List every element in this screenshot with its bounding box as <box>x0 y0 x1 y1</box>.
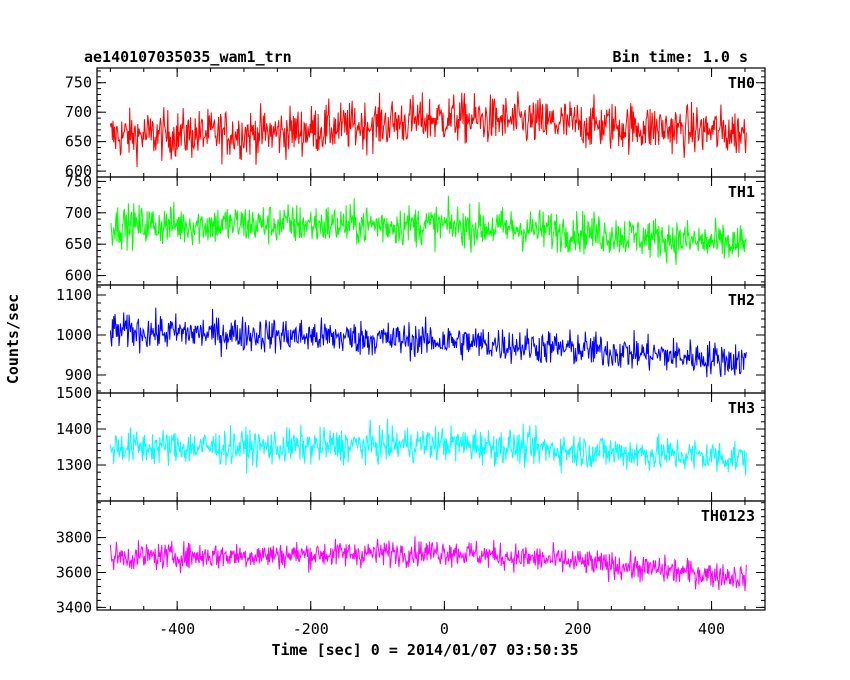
x-tick-label: 400 <box>698 620 725 638</box>
x-tick-label: -200 <box>293 620 329 638</box>
series-line-th0123 <box>109 536 747 592</box>
y-axis-label: Counts/sec <box>4 294 22 384</box>
series-line-th0 <box>109 91 747 168</box>
y-tick-label: 650 <box>65 133 92 151</box>
y-tick-label: 700 <box>65 204 92 222</box>
y-tick-label: 750 <box>65 74 92 92</box>
panel-frame <box>96 500 766 611</box>
panel-th0123: 3400 3600 3800 TH0123 <box>56 500 766 616</box>
x-axis-label: Time [sec] 0 = 2014/01/07 03:50:35 <box>271 641 578 659</box>
y-tick-label: 900 <box>65 366 92 384</box>
y-tick-label: 3800 <box>56 529 92 547</box>
panel-th0: 600 650 700 750 TH0 <box>65 67 766 180</box>
panel-label-th0123: TH0123 <box>701 507 755 525</box>
y-tick-label: 700 <box>65 103 92 121</box>
panel-frame <box>96 176 766 286</box>
panel-th1: 600 650 700 750 TH1 <box>65 172 766 286</box>
x-tick-label: 0 <box>440 620 449 638</box>
y-tick-label: 3400 <box>56 598 92 616</box>
bin-time-label: Bin time: 1.0 s <box>613 48 748 66</box>
x-tick-label: -400 <box>159 620 195 638</box>
y-tick-label: 1500 <box>56 384 92 402</box>
x-axis: -400 -200 0 200 400 <box>159 620 725 638</box>
panel-label-th3: TH3 <box>728 399 755 417</box>
y-tick-label: 1100 <box>56 286 92 304</box>
x-tick-label: 200 <box>564 620 591 638</box>
series-line-th3 <box>109 418 747 476</box>
chart-title: ae140107035035_wam1_trn <box>84 48 292 66</box>
panel-th3: 1300 1400 1500 TH3 <box>56 384 766 502</box>
y-tick-label: 1000 <box>56 326 92 344</box>
panel-th2: 900 1000 1100 TH2 <box>56 284 766 394</box>
series-line-th1 <box>110 195 747 265</box>
y-tick-label: 1300 <box>56 456 92 474</box>
y-tick-label: 600 <box>65 162 92 180</box>
panel-label-th2: TH2 <box>728 291 755 309</box>
y-tick-label: 650 <box>65 235 92 253</box>
panels: 600 650 700 750 TH0 600 650 700 750 TH1 900 1000 110… <box>56 67 766 616</box>
y-tick-label: 1400 <box>56 420 92 438</box>
panel-label-th0: TH0 <box>728 74 755 92</box>
panel-label-th1: TH1 <box>728 183 755 201</box>
y-tick-label: 3600 <box>56 564 92 582</box>
y-tick-label: 600 <box>65 267 92 285</box>
y-tick-label: 750 <box>65 172 92 190</box>
series-line-th2 <box>109 307 747 378</box>
